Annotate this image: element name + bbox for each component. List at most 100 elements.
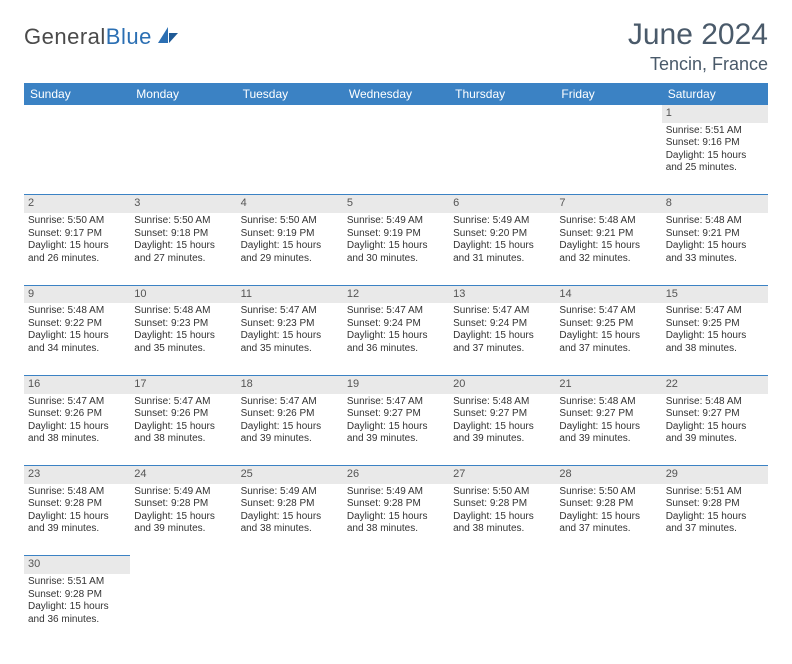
day-body-row: Sunrise: 5:48 AMSunset: 9:28 PMDaylight:…: [24, 484, 768, 556]
day-number-cell: 6: [449, 195, 555, 213]
cell-sunrise: Sunrise: 5:47 AM: [347, 305, 445, 318]
day-body-cell: [343, 574, 449, 646]
day-number-cell: 26: [343, 466, 449, 484]
day-number-cell: 4: [237, 195, 343, 213]
cell-sunset: Sunset: 9:18 PM: [134, 228, 232, 241]
day-body-cell: [555, 123, 661, 195]
day-body-cell: Sunrise: 5:48 AMSunset: 9:21 PMDaylight:…: [662, 213, 768, 285]
cell-d2: and 38 minutes.: [666, 343, 764, 356]
cell-d2: and 39 minutes.: [347, 433, 445, 446]
day-body-cell: Sunrise: 5:50 AMSunset: 9:17 PMDaylight:…: [24, 213, 130, 285]
cell-d1: Daylight: 15 hours: [666, 150, 764, 163]
cell-sunrise: Sunrise: 5:47 AM: [453, 305, 551, 318]
day-number-cell: 18: [237, 375, 343, 393]
sail-icon: [156, 25, 180, 50]
cell-d2: and 35 minutes.: [134, 343, 232, 356]
cell-sunrise: Sunrise: 5:50 AM: [559, 486, 657, 499]
cell-d2: and 38 minutes.: [241, 523, 339, 536]
day-body-row: Sunrise: 5:50 AMSunset: 9:17 PMDaylight:…: [24, 213, 768, 285]
day-number-cell: [343, 556, 449, 574]
day-number-cell: 25: [237, 466, 343, 484]
day-number-cell: [130, 556, 236, 574]
cell-sunrise: Sunrise: 5:50 AM: [241, 215, 339, 228]
cell-sunset: Sunset: 9:20 PM: [453, 228, 551, 241]
day-body-cell: [555, 574, 661, 646]
cell-d1: Daylight: 15 hours: [134, 240, 232, 253]
cell-d2: and 36 minutes.: [28, 614, 126, 627]
day-body-cell: [449, 574, 555, 646]
day-header: Thursday: [449, 83, 555, 105]
day-number-cell: 23: [24, 466, 130, 484]
cell-d2: and 29 minutes.: [241, 253, 339, 266]
cell-sunset: Sunset: 9:26 PM: [241, 408, 339, 421]
cell-d1: Daylight: 15 hours: [241, 330, 339, 343]
cell-d2: and 27 minutes.: [134, 253, 232, 266]
cell-sunrise: Sunrise: 5:47 AM: [28, 396, 126, 409]
day-body-cell: Sunrise: 5:48 AMSunset: 9:27 PMDaylight:…: [662, 394, 768, 466]
cell-d2: and 37 minutes.: [559, 343, 657, 356]
cell-sunset: Sunset: 9:28 PM: [666, 498, 764, 511]
cell-sunrise: Sunrise: 5:49 AM: [241, 486, 339, 499]
day-number-cell: 21: [555, 375, 661, 393]
cell-d1: Daylight: 15 hours: [241, 421, 339, 434]
day-body-cell: Sunrise: 5:49 AMSunset: 9:28 PMDaylight:…: [237, 484, 343, 556]
cell-d2: and 34 minutes.: [28, 343, 126, 356]
day-body-cell: Sunrise: 5:48 AMSunset: 9:27 PMDaylight:…: [555, 394, 661, 466]
cell-d1: Daylight: 15 hours: [134, 330, 232, 343]
cell-d1: Daylight: 15 hours: [347, 511, 445, 524]
cell-d1: Daylight: 15 hours: [241, 240, 339, 253]
day-number-cell: 28: [555, 466, 661, 484]
cell-sunrise: Sunrise: 5:49 AM: [453, 215, 551, 228]
cell-sunset: Sunset: 9:26 PM: [134, 408, 232, 421]
day-body-cell: [449, 123, 555, 195]
cell-d1: Daylight: 15 hours: [559, 511, 657, 524]
cell-sunrise: Sunrise: 5:51 AM: [28, 576, 126, 589]
day-number-cell: 1: [662, 105, 768, 123]
day-body-cell: Sunrise: 5:49 AMSunset: 9:19 PMDaylight:…: [343, 213, 449, 285]
day-number-cell: 17: [130, 375, 236, 393]
cell-sunset: Sunset: 9:22 PM: [28, 318, 126, 331]
cell-sunrise: Sunrise: 5:48 AM: [28, 305, 126, 318]
day-body-cell: [130, 123, 236, 195]
day-header: Friday: [555, 83, 661, 105]
cell-sunrise: Sunrise: 5:48 AM: [559, 396, 657, 409]
cell-d2: and 32 minutes.: [559, 253, 657, 266]
cell-d2: and 33 minutes.: [666, 253, 764, 266]
cell-d2: and 39 minutes.: [559, 433, 657, 446]
cell-d2: and 25 minutes.: [666, 162, 764, 175]
cell-d1: Daylight: 15 hours: [347, 421, 445, 434]
day-body-cell: Sunrise: 5:47 AMSunset: 9:26 PMDaylight:…: [130, 394, 236, 466]
day-body-cell: Sunrise: 5:47 AMSunset: 9:24 PMDaylight:…: [343, 303, 449, 375]
cell-sunrise: Sunrise: 5:48 AM: [28, 486, 126, 499]
location-label: Tencin, France: [628, 54, 768, 75]
cell-sunset: Sunset: 9:25 PM: [666, 318, 764, 331]
cell-sunrise: Sunrise: 5:47 AM: [666, 305, 764, 318]
cell-d2: and 31 minutes.: [453, 253, 551, 266]
cell-sunset: Sunset: 9:24 PM: [347, 318, 445, 331]
cell-d1: Daylight: 15 hours: [28, 511, 126, 524]
cell-d1: Daylight: 15 hours: [559, 240, 657, 253]
day-body-cell: Sunrise: 5:49 AMSunset: 9:20 PMDaylight:…: [449, 213, 555, 285]
cell-sunrise: Sunrise: 5:50 AM: [134, 215, 232, 228]
day-header-row: Sunday Monday Tuesday Wednesday Thursday…: [24, 83, 768, 105]
cell-d2: and 37 minutes.: [559, 523, 657, 536]
cell-sunset: Sunset: 9:28 PM: [347, 498, 445, 511]
day-number-cell: 30: [24, 556, 130, 574]
cell-d2: and 38 minutes.: [28, 433, 126, 446]
cell-sunset: Sunset: 9:28 PM: [559, 498, 657, 511]
day-header: Wednesday: [343, 83, 449, 105]
day-body-row: Sunrise: 5:51 AMSunset: 9:28 PMDaylight:…: [24, 574, 768, 646]
day-header: Monday: [130, 83, 236, 105]
cell-d1: Daylight: 15 hours: [453, 421, 551, 434]
day-number-cell: 10: [130, 285, 236, 303]
day-number-cell: 9: [24, 285, 130, 303]
day-body-row: Sunrise: 5:47 AMSunset: 9:26 PMDaylight:…: [24, 394, 768, 466]
cell-sunset: Sunset: 9:25 PM: [559, 318, 657, 331]
cell-sunrise: Sunrise: 5:47 AM: [241, 305, 339, 318]
title-block: June 2024 Tencin, France: [628, 18, 768, 75]
cell-d2: and 39 minutes.: [666, 433, 764, 446]
day-body-cell: [237, 123, 343, 195]
cell-sunrise: Sunrise: 5:48 AM: [559, 215, 657, 228]
calendar-body: 1Sunrise: 5:51 AMSunset: 9:16 PMDaylight…: [24, 105, 768, 646]
cell-d1: Daylight: 15 hours: [453, 240, 551, 253]
